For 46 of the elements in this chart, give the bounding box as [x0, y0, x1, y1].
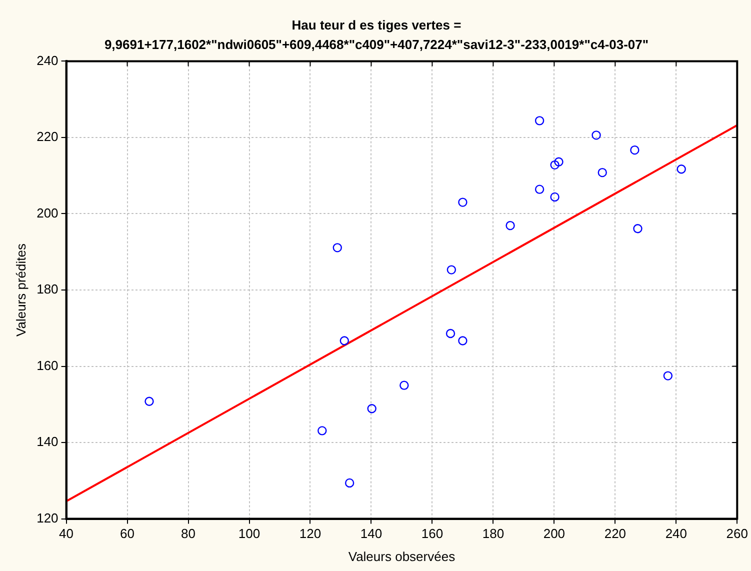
x-tick-label: 100 — [238, 526, 260, 542]
x-tick-label: 240 — [665, 526, 688, 542]
point — [340, 336, 349, 346]
point — [446, 265, 456, 274]
x-tick-label: 180 — [482, 526, 504, 542]
point — [446, 328, 456, 338]
x-tick-label: 40 — [59, 526, 74, 542]
y-tick-label: 180 — [36, 282, 58, 297]
x-tick-label: 60 — [120, 526, 135, 542]
x-tick-label: 80 — [181, 526, 196, 542]
point — [663, 371, 673, 380]
x-tick-label: 200 — [543, 526, 566, 542]
point — [534, 116, 544, 126]
point — [458, 198, 468, 207]
point — [676, 164, 686, 174]
point — [458, 336, 468, 346]
point — [506, 220, 515, 230]
point — [332, 243, 342, 252]
point — [633, 224, 642, 234]
point — [550, 192, 560, 202]
y-tick-label: 240 — [36, 52, 58, 68]
y-tick-label: 200 — [36, 205, 58, 220]
chart-subtitle: 9,9691+177,1602*"ndwi0605"+609,4468*"c409"+407,7224*"savi12-3"-233,0019*"c4-03-07" — [104, 36, 649, 52]
x-tick-label: 260 — [726, 526, 748, 542]
y-tick-label: 160 — [36, 358, 58, 373]
point — [344, 478, 354, 488]
y-tick-label: 120 — [36, 510, 58, 526]
point — [598, 168, 607, 178]
point — [318, 426, 327, 436]
point — [592, 130, 601, 140]
point — [400, 380, 409, 390]
point — [144, 396, 154, 406]
x-tick-label: 120 — [299, 526, 322, 542]
x-tick-label: 220 — [604, 526, 626, 542]
y-tick-label: 140 — [36, 434, 58, 450]
point — [367, 404, 376, 414]
x-axis-title: Valeurs observées — [348, 548, 456, 564]
point — [630, 145, 640, 155]
point — [534, 184, 544, 194]
x-tick-label: 140 — [360, 526, 382, 542]
x-tick-label: 160 — [421, 526, 444, 542]
chart-title: Hau teur d es tiges vertes = — [292, 17, 462, 32]
y-tick-label: 220 — [36, 129, 58, 144]
y-axis-title: Valeurs prédites — [13, 243, 28, 336]
point — [554, 157, 564, 166]
point — [550, 160, 560, 170]
